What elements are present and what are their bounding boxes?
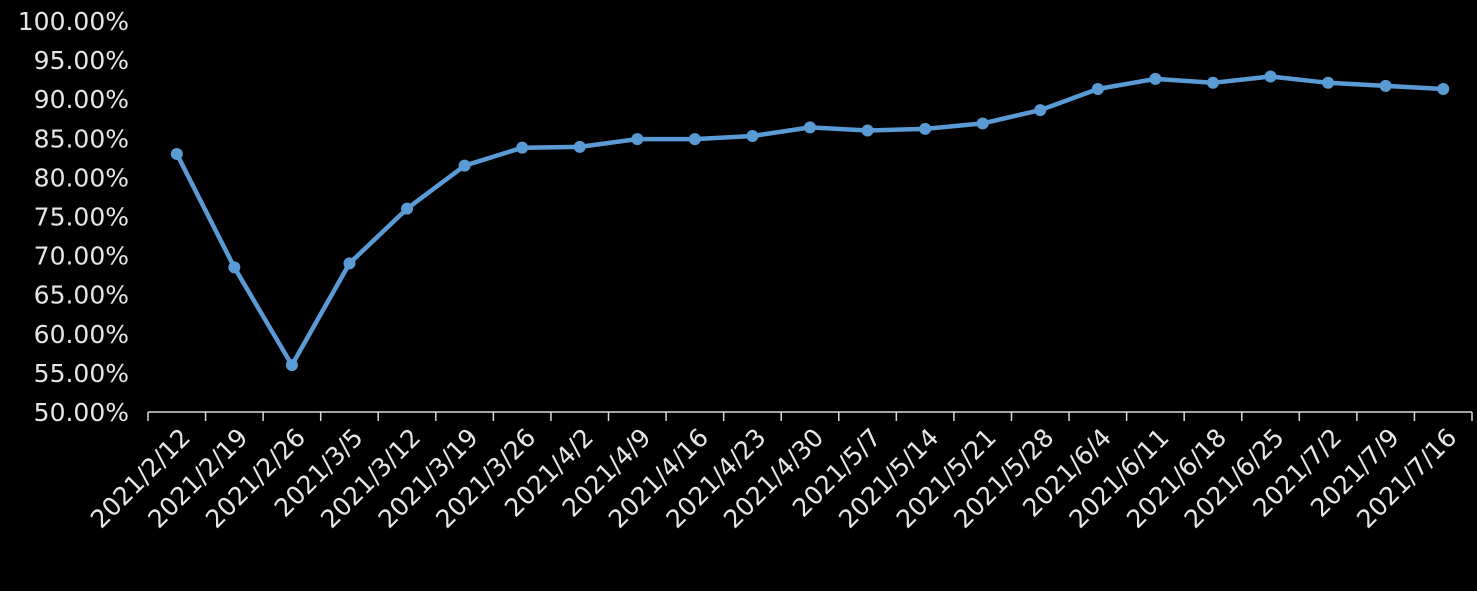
data-point <box>1206 76 1219 89</box>
y-tick-label: 85.00% <box>34 124 129 153</box>
data-point <box>401 202 414 215</box>
data-point <box>285 359 298 372</box>
data-point <box>1034 104 1047 117</box>
y-tick-label: 75.00% <box>34 203 129 232</box>
data-point <box>1379 79 1392 92</box>
y-tick-label: 70.00% <box>34 242 129 271</box>
data-point <box>228 261 241 274</box>
data-point <box>861 124 874 137</box>
data-point <box>170 147 183 160</box>
data-point <box>458 159 471 172</box>
y-tick-label: 50.00% <box>34 398 129 427</box>
y-tick-label: 90.00% <box>34 85 129 114</box>
data-point <box>631 133 644 146</box>
y-tick-label: 55.00% <box>34 359 129 388</box>
y-tick-label: 65.00% <box>34 281 129 310</box>
data-point <box>804 121 816 134</box>
data-point <box>343 257 356 270</box>
y-tick-label: 100.00% <box>18 7 129 36</box>
y-axis-tick-labels: 50.00% 55.00% 60.00% 65.00% 70.00% 75.00% 80.0… <box>18 7 129 427</box>
x-axis <box>147 411 1473 421</box>
y-tick-label: 80.00% <box>34 163 129 192</box>
data-point <box>976 117 989 130</box>
series-line <box>174 74 1446 368</box>
data-point <box>1091 83 1104 96</box>
data-point <box>1149 72 1162 85</box>
x-axis-tick-labels: 2021/2/122021/2/192021/2/262021/3/52021/… <box>85 423 1463 534</box>
data-point <box>1264 70 1277 83</box>
data-point <box>688 133 701 146</box>
y-tick-label: 95.00% <box>34 46 129 75</box>
data-point <box>746 129 759 142</box>
data-point <box>516 141 529 154</box>
y-tick-label: 60.00% <box>34 320 129 349</box>
data-point <box>919 122 932 135</box>
series-layer <box>170 70 1450 372</box>
data-point <box>1322 76 1335 89</box>
data-point <box>1437 83 1450 96</box>
data-point <box>573 140 586 153</box>
